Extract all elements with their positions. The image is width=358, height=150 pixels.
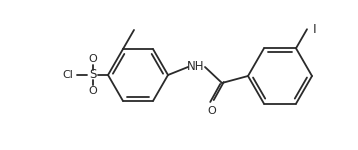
Text: NH: NH bbox=[187, 60, 205, 74]
Text: S: S bbox=[89, 69, 97, 81]
Text: O: O bbox=[208, 106, 216, 116]
Text: O: O bbox=[89, 54, 97, 64]
Text: O: O bbox=[89, 86, 97, 96]
Text: Cl: Cl bbox=[63, 70, 73, 80]
Text: I: I bbox=[313, 23, 317, 36]
